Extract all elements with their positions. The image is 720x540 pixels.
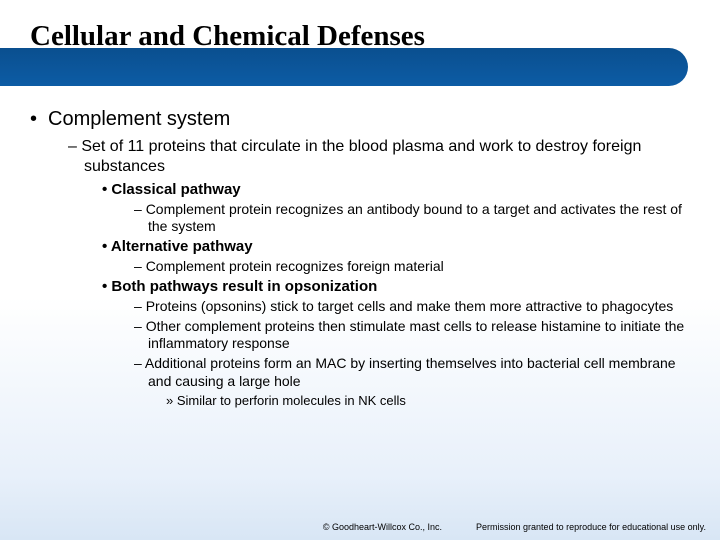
bullet-l4: Complement protein recognizes an antibod… (134, 201, 700, 235)
bullet-l2: Set of 11 proteins that circulate in the… (68, 137, 700, 177)
header-band (0, 48, 688, 86)
bullet-l3: Classical pathway (102, 181, 700, 198)
bullet-l4: Additional proteins form an MAC by inser… (134, 355, 700, 389)
slide-title: Cellular and Chemical Defenses (30, 20, 425, 53)
footer-copyright: © Goodheart-Willcox Co., Inc. (323, 522, 442, 532)
bullet-l3: Alternative pathway (102, 238, 700, 255)
bullet-l3: Both pathways result in opsonization (102, 278, 700, 295)
bullet-l4: Proteins (opsonins) stick to target cell… (134, 298, 700, 315)
bullet-l4: Other complement proteins then stimulate… (134, 318, 700, 352)
bullet-l4: Complement protein recognizes foreign ma… (134, 258, 700, 275)
bullet-l1: Complement system (30, 108, 700, 131)
slide-content: Complement system Set of 11 proteins tha… (30, 108, 700, 410)
footer-permission: Permission granted to reproduce for educ… (476, 522, 706, 532)
bullet-l5: Similar to perforin molecules in NK cell… (166, 393, 700, 408)
footer: © Goodheart-Willcox Co., Inc. Permission… (0, 522, 720, 532)
